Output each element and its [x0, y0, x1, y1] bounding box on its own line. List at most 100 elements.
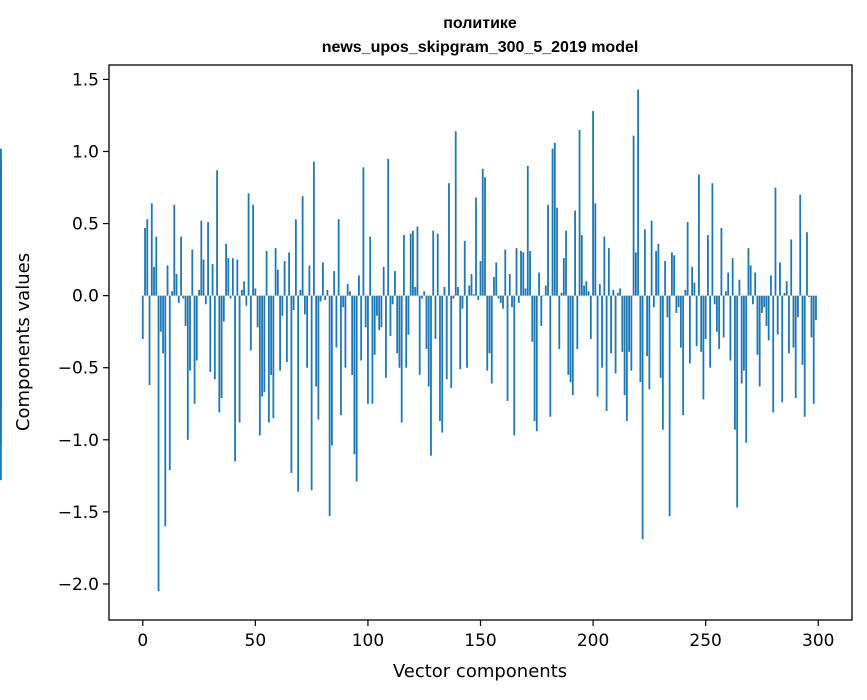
bar: [488, 295, 491, 354]
bar: [335, 295, 338, 348]
bar: [700, 295, 703, 352]
bar: [772, 295, 775, 413]
bar: [186, 295, 189, 440]
bar: [722, 295, 725, 338]
bar: [416, 226, 419, 296]
bar: [274, 248, 277, 296]
bar: [394, 271, 396, 296]
bar: [612, 289, 615, 296]
bar: [533, 295, 536, 422]
bar: [702, 295, 705, 400]
bar: [229, 295, 232, 299]
bar: [598, 284, 601, 296]
bar: [623, 295, 626, 396]
bar: [792, 295, 795, 348]
bar: [346, 284, 349, 296]
bar: [180, 236, 182, 296]
bar: [542, 295, 545, 297]
x-tick-label: 300: [802, 631, 834, 651]
bar: [810, 295, 813, 338]
x-tick-label: 50: [245, 631, 267, 651]
bar: [657, 243, 660, 296]
bar: [556, 207, 558, 296]
bar: [155, 236, 158, 296]
bar: [589, 295, 592, 339]
bar: [781, 295, 784, 403]
bar: [713, 295, 716, 305]
bar: [261, 295, 263, 397]
bar: [684, 289, 687, 296]
bar: [425, 295, 428, 349]
bar: [785, 281, 788, 296]
bar: [288, 252, 291, 296]
bar: [675, 295, 678, 313]
bar: [803, 295, 806, 417]
bar: [707, 235, 709, 296]
bar: [677, 295, 680, 308]
bar: [164, 295, 167, 527]
bar: [319, 295, 322, 302]
bar: [756, 295, 759, 355]
x-tick-label: 250: [689, 631, 721, 651]
bar: [484, 177, 486, 296]
bar: [565, 230, 567, 296]
bar: [157, 295, 160, 592]
bar: [0, 152, 2, 296]
bar: [578, 129, 581, 296]
bar: [168, 295, 171, 471]
bar: [355, 295, 358, 482]
x-tick-label: 0: [137, 631, 148, 651]
bar: [761, 295, 763, 313]
bar: [236, 259, 239, 296]
bar: [267, 295, 270, 423]
bar: [344, 295, 347, 368]
y-tick-label: −2.0: [58, 575, 99, 595]
bar: [472, 294, 475, 296]
bar: [353, 295, 356, 455]
bar: [312, 161, 315, 296]
bar: [398, 295, 401, 368]
bar: [306, 295, 309, 368]
bar: [736, 295, 739, 508]
bar: [189, 295, 191, 371]
bar: [526, 165, 529, 296]
bar: [443, 287, 446, 296]
x-tick-label: 200: [577, 631, 609, 651]
bar: [272, 295, 275, 419]
bar: [515, 248, 518, 296]
bar: [524, 288, 527, 296]
bar: [153, 266, 155, 296]
bar: [711, 183, 714, 296]
bar: [652, 295, 655, 308]
bar: [150, 203, 153, 296]
bar: [349, 291, 351, 296]
bar: [686, 222, 689, 296]
bar: [321, 262, 324, 296]
bar: [238, 295, 241, 423]
bar: [430, 295, 432, 456]
bar: [243, 281, 245, 296]
bar: [315, 295, 318, 387]
bar: [513, 295, 516, 436]
bar: [171, 291, 173, 296]
bar: [317, 295, 320, 420]
bar: [441, 295, 444, 433]
bar: [475, 197, 477, 296]
y-tick-label: 0.0: [72, 287, 99, 307]
bar: [234, 295, 236, 462]
bar: [544, 285, 547, 296]
bar: [303, 295, 306, 315]
bar: [648, 295, 651, 390]
bar: [182, 295, 185, 299]
x-tick-label: 150: [464, 631, 496, 651]
bar: [225, 243, 227, 296]
y-tick-label: −1.0: [58, 431, 99, 451]
bar: [666, 295, 669, 318]
bar: [646, 295, 649, 357]
bar: [247, 193, 250, 296]
bars: [0, 89, 817, 592]
bar: [497, 295, 500, 299]
bar: [481, 168, 484, 296]
bar: [508, 274, 511, 296]
